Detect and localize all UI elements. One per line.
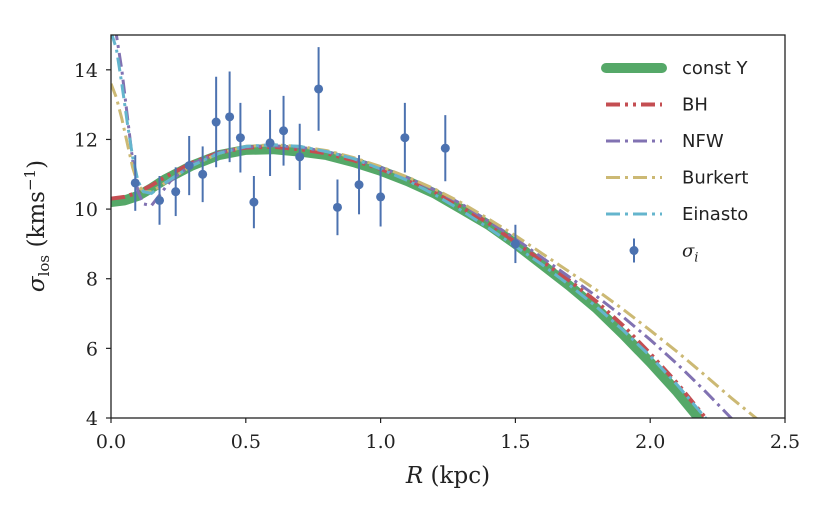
x-tick-label: 1.5 <box>500 431 530 453</box>
data-point <box>279 95 289 166</box>
data-point-marker <box>510 239 520 249</box>
data-point <box>440 115 450 182</box>
y-tick-label: 14 <box>74 60 98 82</box>
series-line-bh <box>111 144 706 418</box>
legend-label: Einasto <box>682 204 748 225</box>
legend-label: NFW <box>682 131 724 152</box>
y-axis-close: ) <box>24 160 50 169</box>
legend-item-einasto: Einasto <box>606 204 748 225</box>
legend: const Υ BH NFW Burkert Einasto σi <box>601 58 748 266</box>
legend-item-burkert: Burkert <box>606 168 748 189</box>
data-point <box>249 176 259 229</box>
y-tick-label: 10 <box>74 199 98 221</box>
legend-label: σi <box>682 241 698 266</box>
legend-item-nfw: NFW <box>606 131 724 152</box>
legend-label: Burkert <box>682 168 748 189</box>
y-tick-label: 12 <box>74 129 98 151</box>
y-axis-var: σ <box>24 275 50 292</box>
data-point-marker <box>155 195 165 205</box>
data-point <box>130 155 140 211</box>
legend-item-upsilon-i: σi <box>629 238 698 266</box>
data-point-marker <box>130 178 140 188</box>
data-point <box>225 71 235 163</box>
series-layer <box>111 35 759 418</box>
data-point <box>171 167 181 217</box>
ticks-layer: 0.0 0.5 1.0 1.5 2.0 2.5 4 6 8 10 12 14 <box>74 60 800 453</box>
data-point <box>332 179 342 236</box>
data-point <box>235 102 245 173</box>
y-axis-sub: los <box>35 255 53 277</box>
data-point-marker <box>400 133 410 143</box>
y-tick-label: 4 <box>86 408 98 430</box>
data-point-marker <box>295 152 305 162</box>
data-point-marker <box>376 192 386 202</box>
legend-item-const: const Υ <box>601 58 748 79</box>
data-point <box>400 102 410 173</box>
data-point <box>211 76 221 168</box>
series-line-burkert <box>111 83 759 418</box>
legend-label: BH <box>682 95 708 116</box>
data-point <box>265 109 275 177</box>
x-tick-label: 0.0 <box>96 431 126 453</box>
x-tick-label: 2.5 <box>770 431 800 453</box>
data-points-layer <box>130 47 520 264</box>
data-point-marker <box>235 133 245 143</box>
legend-label: const Υ <box>682 58 748 79</box>
y-tick-label: 6 <box>86 338 98 360</box>
plot-frame <box>110 34 786 419</box>
data-point <box>295 123 305 190</box>
x-axis-unit: (kpc) <box>423 463 490 489</box>
data-point <box>155 176 165 225</box>
series-line-einasto <box>111 35 708 418</box>
data-point-marker <box>249 197 259 207</box>
data-point-marker <box>211 117 221 127</box>
data-point-marker <box>354 180 364 190</box>
data-point-marker <box>171 187 181 197</box>
data-point-marker <box>225 112 235 122</box>
x-axis-var: R <box>405 463 423 489</box>
x-axis-label: R (kpc) <box>405 463 490 489</box>
data-point-marker <box>265 138 275 148</box>
data-point-marker <box>314 84 324 94</box>
series-line-const-upsilon <box>111 144 704 418</box>
y-axis-unit: (kms <box>24 191 50 255</box>
legend-item-bh: BH <box>606 95 708 116</box>
y-tick-label: 8 <box>86 269 98 291</box>
x-tick-label: 1.0 <box>365 431 395 453</box>
data-point-marker <box>332 202 342 212</box>
data-point <box>354 155 364 215</box>
y-axis-label: σlos (kms−1) <box>21 160 53 292</box>
legend-swatch-marker <box>629 246 639 255</box>
x-tick-label: 0.5 <box>231 431 261 453</box>
y-axis-exp: −1 <box>21 169 39 191</box>
data-point <box>376 167 386 227</box>
data-point <box>314 47 324 131</box>
data-point <box>510 224 520 264</box>
x-tick-label: 2.0 <box>635 431 665 453</box>
data-point <box>184 135 194 196</box>
data-point-marker <box>198 169 208 179</box>
series-line-nfw <box>114 35 734 418</box>
data-point-marker <box>184 161 194 171</box>
data-point <box>198 146 208 203</box>
data-point-marker <box>440 143 450 153</box>
data-point-marker <box>279 126 289 136</box>
